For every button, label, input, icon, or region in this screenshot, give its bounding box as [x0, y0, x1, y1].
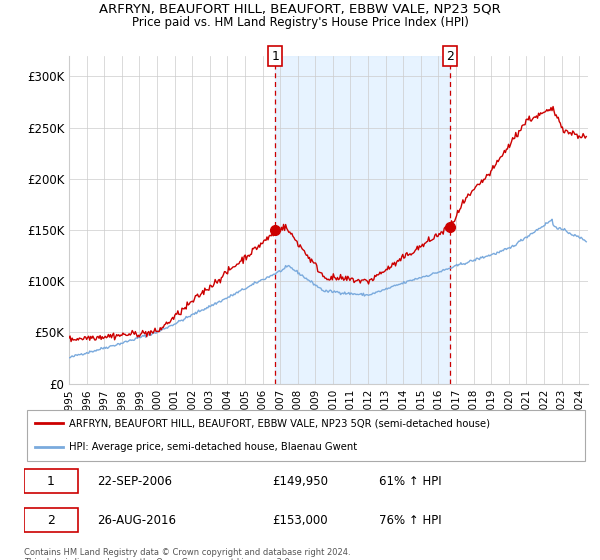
Text: 2: 2	[446, 49, 454, 63]
Text: 61% ↑ HPI: 61% ↑ HPI	[379, 474, 442, 488]
Text: 1: 1	[47, 474, 55, 488]
Text: ARFRYN, BEAUFORT HILL, BEAUFORT, EBBW VALE, NP23 5QR: ARFRYN, BEAUFORT HILL, BEAUFORT, EBBW VA…	[99, 3, 501, 16]
FancyBboxPatch shape	[27, 410, 585, 461]
Text: £149,950: £149,950	[272, 474, 328, 488]
Text: £153,000: £153,000	[272, 514, 328, 526]
Text: HPI: Average price, semi-detached house, Blaenau Gwent: HPI: Average price, semi-detached house,…	[69, 442, 357, 452]
Text: ARFRYN, BEAUFORT HILL, BEAUFORT, EBBW VALE, NP23 5QR (semi-detached house): ARFRYN, BEAUFORT HILL, BEAUFORT, EBBW VA…	[69, 418, 490, 428]
Text: 76% ↑ HPI: 76% ↑ HPI	[379, 514, 442, 526]
Text: 1: 1	[271, 49, 280, 63]
Text: 26-AUG-2016: 26-AUG-2016	[97, 514, 176, 526]
Text: 22-SEP-2006: 22-SEP-2006	[97, 474, 172, 488]
Text: Price paid vs. HM Land Registry's House Price Index (HPI): Price paid vs. HM Land Registry's House …	[131, 16, 469, 29]
Text: 2: 2	[47, 514, 55, 526]
FancyBboxPatch shape	[24, 508, 77, 532]
Text: Contains HM Land Registry data © Crown copyright and database right 2024.
This d: Contains HM Land Registry data © Crown c…	[24, 548, 350, 560]
Bar	[275, 56, 450, 384]
FancyBboxPatch shape	[24, 469, 77, 493]
